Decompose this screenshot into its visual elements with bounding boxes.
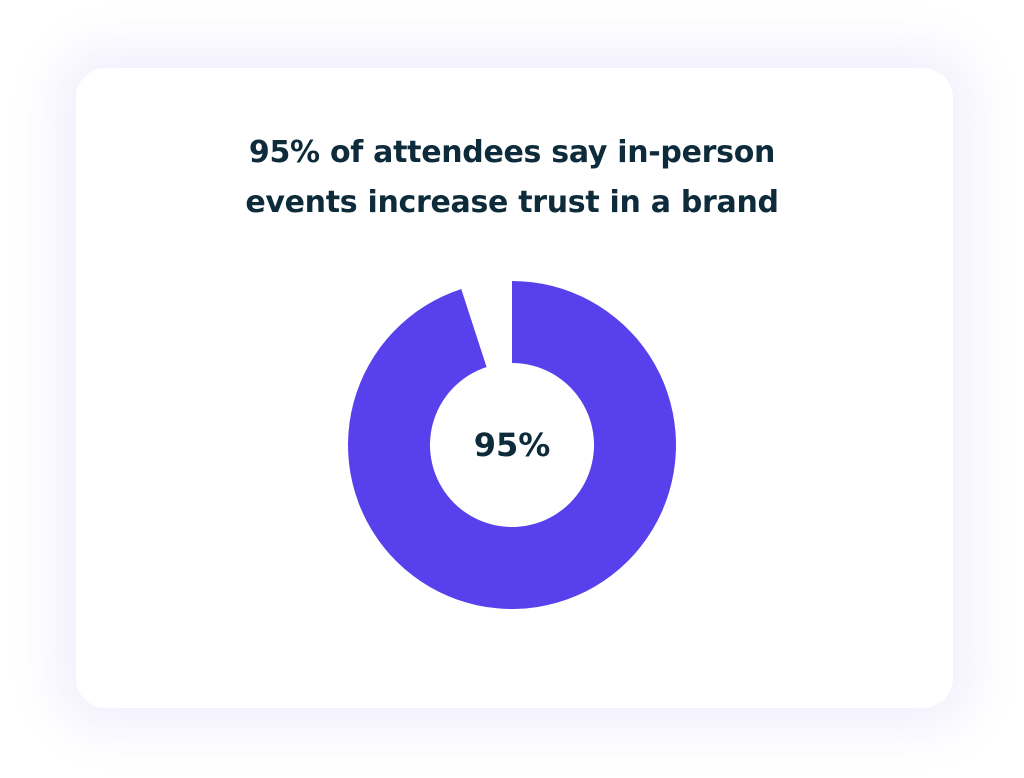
donut-slice-0 xyxy=(347,281,677,609)
donut-slice-1 xyxy=(461,281,512,368)
donut-center-label: 95% xyxy=(473,426,551,464)
chart-title-line-1: 95% of attendees say in-person xyxy=(248,135,776,170)
chart-title-line-2: events increase trust in a brand xyxy=(245,185,779,220)
chart-title: 95% of attendees say in-person events in… xyxy=(0,128,1024,228)
